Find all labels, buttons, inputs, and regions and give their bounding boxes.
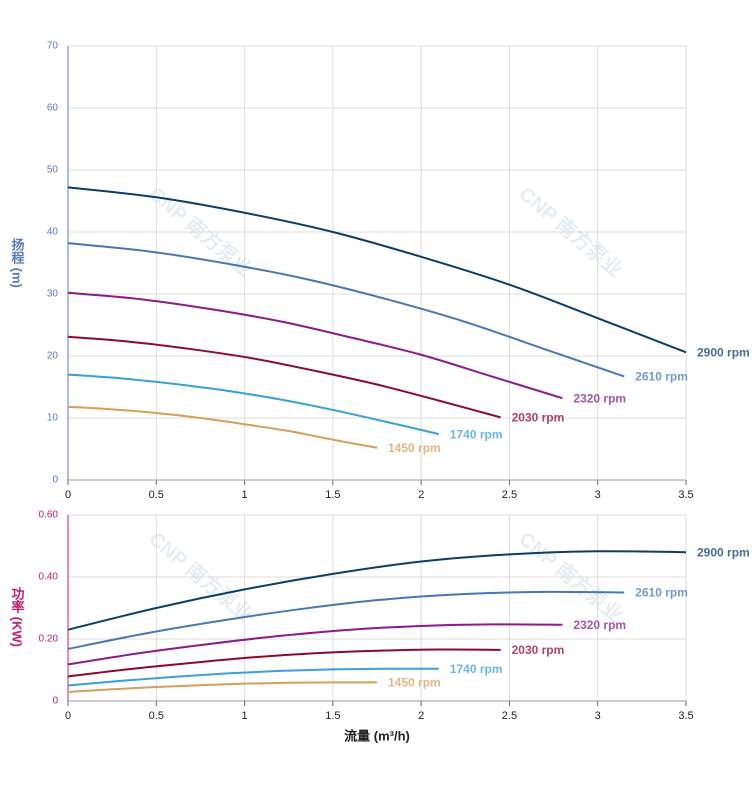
y-tick-label: 60 <box>47 103 59 114</box>
x-tick-label: 1 <box>242 710 248 722</box>
y-tick-label: 50 <box>47 165 59 176</box>
series-label: 1450 rpm <box>388 676 441 690</box>
y-axis-label: 扬程 (m) <box>10 237 25 287</box>
x-tick-label: 1.5 <box>325 489 340 501</box>
series-label: 1740 rpm <box>450 662 503 676</box>
series-line <box>67 623 563 666</box>
series-line <box>67 186 687 354</box>
x-tick-label: 0.5 <box>149 489 164 501</box>
series-label: 1740 rpm <box>450 427 503 441</box>
y-tick-label: 20 <box>47 351 59 362</box>
y-tick-label: 0 <box>52 696 58 707</box>
x-tick-label: 0 <box>65 489 71 501</box>
y-tick-label: 10 <box>47 413 59 424</box>
x-axis-label: 流量 (m³/h) <box>344 728 410 743</box>
series-label: 1450 rpm <box>388 441 441 455</box>
x-tick-label: 0 <box>65 710 71 722</box>
series-label: 2900 rpm <box>697 545 750 559</box>
y-tick-label: 0 <box>52 475 58 486</box>
y-tick-label: 30 <box>47 289 59 300</box>
series-label: 2030 rpm <box>512 643 565 657</box>
x-tick-label: 2.5 <box>502 710 517 722</box>
x-tick-label: 3 <box>595 710 601 722</box>
series-label: 2320 rpm <box>573 391 626 405</box>
x-tick-label: 3.5 <box>678 489 693 501</box>
series-line <box>67 590 625 650</box>
x-tick-label: 2.5 <box>502 489 517 501</box>
x-tick-label: 1.5 <box>325 710 340 722</box>
series-line <box>67 648 501 678</box>
x-tick-label: 1 <box>242 489 248 501</box>
series-line <box>67 242 625 378</box>
y-tick-label: 0.40 <box>39 572 59 583</box>
x-tick-label: 3 <box>595 489 601 501</box>
x-tick-label: 2 <box>418 710 424 722</box>
series-label: 2610 rpm <box>635 370 688 384</box>
series-line <box>67 667 439 687</box>
x-tick-label: 2 <box>418 489 424 501</box>
x-tick-label: 3.5 <box>678 710 693 722</box>
y-tick-label: 70 <box>47 41 59 52</box>
x-tick-label: 0.5 <box>149 710 164 722</box>
series-line <box>67 550 687 631</box>
series-line <box>67 335 501 419</box>
series-line <box>67 405 378 449</box>
series-label: 2900 rpm <box>697 345 750 359</box>
series-line <box>67 681 378 694</box>
y-tick-label: 40 <box>47 227 59 238</box>
y-tick-label: 0.20 <box>39 634 59 645</box>
y-axis-label: 功率 (KW) <box>10 587 25 647</box>
series-line <box>67 373 440 436</box>
series-line <box>67 291 563 400</box>
series-label: 2610 rpm <box>635 586 688 600</box>
series-label: 2030 rpm <box>512 411 565 425</box>
series-label: 2320 rpm <box>573 618 626 632</box>
y-tick-label: 0.60 <box>39 510 59 521</box>
